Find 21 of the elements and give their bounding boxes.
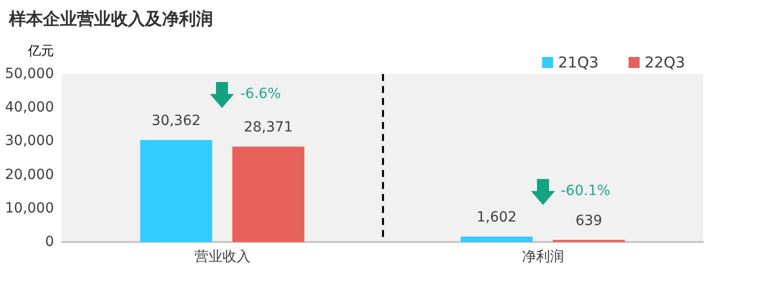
annotation: -60.1%	[560, 182, 610, 199]
y-tick-label: 40,000	[5, 100, 54, 116]
y-axis-title: 亿元	[27, 44, 54, 59]
data-label: 1,602	[476, 210, 517, 226]
legend-label: 21Q3	[558, 54, 599, 72]
x-tick-label: 营业收入	[194, 249, 250, 265]
y-tick-label: 0	[45, 234, 54, 250]
data-label: 639	[575, 212, 602, 229]
x-tick-label: 净利润	[522, 249, 564, 265]
annotation: -6.6%	[240, 86, 281, 102]
y-tick-label: 10,000	[5, 200, 54, 216]
y-tick-label: 50,000	[5, 66, 54, 82]
data-label: 30,362	[152, 112, 201, 129]
bar	[232, 146, 304, 242]
bar	[460, 236, 533, 242]
y-tick-label: 20,000	[5, 166, 54, 183]
data-label: 28,371	[244, 120, 293, 136]
chart-title: 样本企业营业收入及净利润	[8, 10, 213, 30]
legend-label: 22Q3	[644, 54, 685, 72]
bar	[140, 140, 212, 242]
y-tick-label: 30,000	[5, 133, 54, 150]
